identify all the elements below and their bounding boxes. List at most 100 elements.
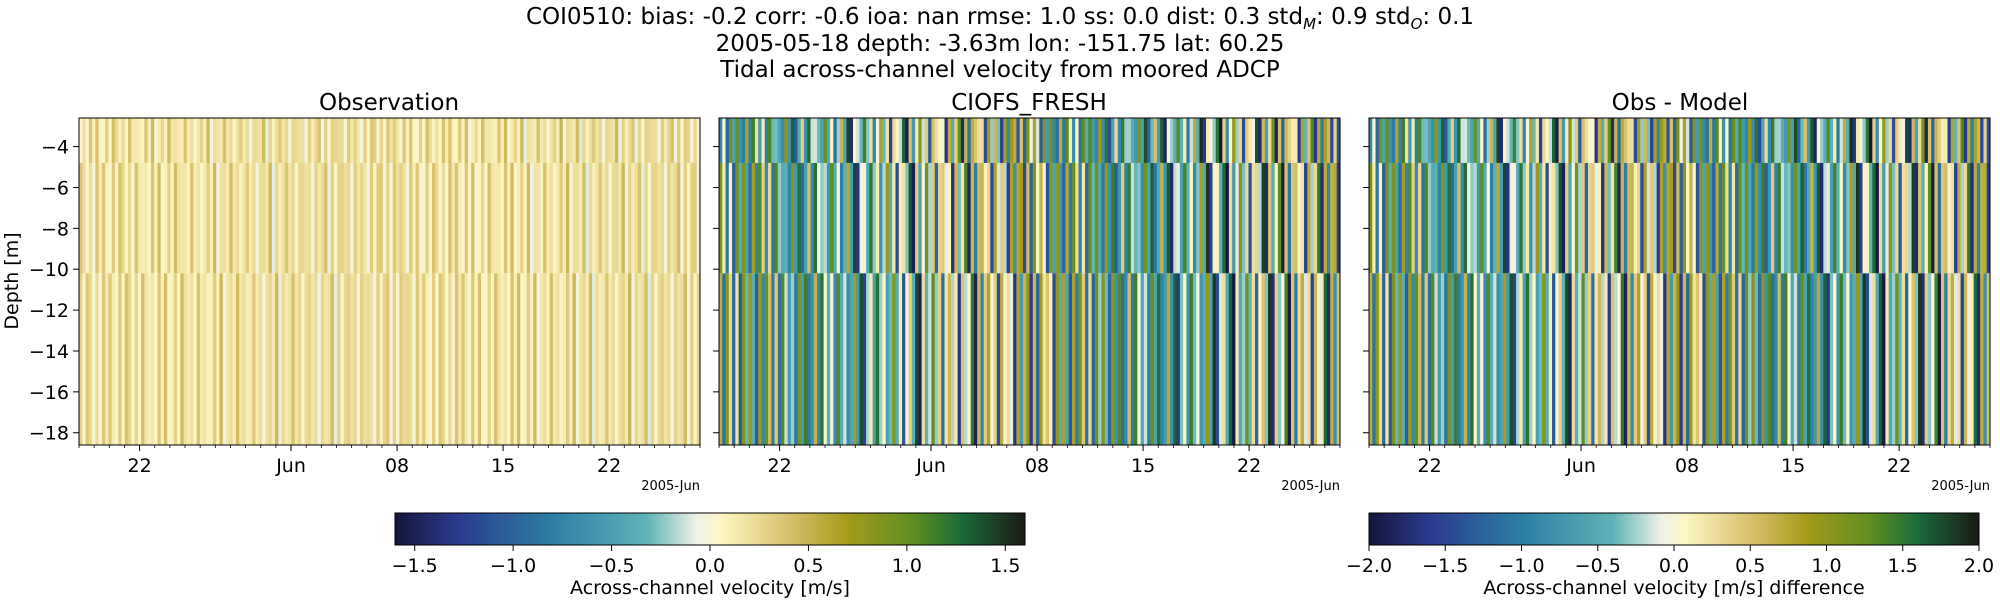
heatmap-cell	[618, 273, 622, 445]
heatmap-cell	[405, 273, 410, 445]
heatmap-cell	[431, 273, 436, 445]
heatmap-cell	[1659, 118, 1664, 163]
heatmap-cell	[186, 118, 191, 163]
heatmap-cell	[1238, 118, 1243, 163]
heatmap-cell	[327, 273, 332, 445]
heatmap-cell	[1601, 162, 1605, 274]
heatmap-cell	[1754, 162, 1759, 274]
heatmap-cell	[1473, 273, 1478, 445]
heatmap-cell	[134, 162, 139, 274]
heatmap-cell	[954, 162, 958, 274]
heatmap-cell	[725, 273, 730, 445]
heatmap-cell	[226, 162, 230, 274]
heatmap-cell	[363, 162, 368, 274]
heatmap-cell	[1336, 273, 1341, 445]
heatmap-cell	[898, 273, 903, 445]
heatmap-cell	[327, 118, 332, 163]
heatmap-cell	[1898, 118, 1903, 163]
heatmap-cell	[592, 273, 596, 445]
heatmap-cell	[1058, 273, 1063, 445]
heatmap-cell	[1718, 162, 1723, 274]
heatmap-cell	[376, 162, 381, 274]
heatmap-cell	[1754, 273, 1759, 445]
heatmap-cell	[1088, 273, 1092, 445]
heatmap-cell	[1156, 118, 1161, 163]
heatmap-cell	[376, 118, 381, 163]
heatmap-cell	[1476, 273, 1481, 445]
heatmap-cell	[732, 162, 736, 274]
heatmap-cell	[751, 273, 756, 445]
heatmap-cell	[1170, 273, 1174, 445]
heatmap-cell	[1173, 118, 1177, 163]
heatmap-cell	[1503, 162, 1507, 274]
heatmap-cell	[1980, 118, 1984, 163]
heatmap-cell	[105, 162, 109, 274]
heatmap-cell	[595, 162, 600, 274]
heatmap-cell	[918, 273, 923, 445]
heatmap-cell	[1806, 118, 1811, 163]
heatmap-cell	[1470, 118, 1474, 163]
heatmap-cell	[154, 162, 158, 274]
heatmap-cell	[1846, 118, 1850, 163]
heatmap-cell	[546, 273, 551, 445]
heatmap-cell	[879, 273, 883, 445]
heatmap-cell	[1307, 162, 1311, 274]
heatmap-cell	[111, 118, 116, 163]
heatmap-cell	[1735, 162, 1739, 274]
heatmap-cell	[807, 118, 811, 163]
heatmap-cell	[1797, 162, 1801, 274]
heatmap-cell	[1330, 273, 1334, 445]
heatmap-cell	[216, 162, 220, 274]
heatmap-cell	[235, 273, 240, 445]
heatmap-cell	[598, 273, 603, 445]
heatmap-cell	[144, 118, 149, 163]
heatmap-cell	[258, 118, 263, 163]
heatmap-cell	[1738, 162, 1742, 274]
heatmap-cell	[1545, 273, 1550, 445]
heatmap-cell	[1833, 162, 1837, 274]
heatmap-cell	[1075, 118, 1079, 163]
heatmap-cell	[487, 273, 492, 445]
heatmap-cell	[1829, 273, 1834, 445]
heatmap-cell	[1470, 162, 1474, 274]
heatmap-cell	[150, 162, 155, 274]
heatmap-cell	[1378, 162, 1383, 274]
heatmap-cell	[1630, 118, 1635, 163]
heatmap-cell	[412, 162, 417, 274]
heatmap-cell	[608, 273, 613, 445]
heatmap-cell	[1888, 118, 1893, 163]
heatmap-cell	[1705, 162, 1710, 274]
heatmap-cell	[1829, 162, 1834, 274]
heatmap-cell	[180, 118, 184, 163]
heatmap-cell	[582, 273, 587, 445]
heatmap-cell	[1699, 118, 1703, 163]
heatmap-cell	[615, 118, 619, 163]
heatmap-cell	[82, 162, 86, 274]
heatmap-cell	[1895, 118, 1899, 163]
heatmap-cell	[435, 273, 439, 445]
heatmap-cell	[1519, 162, 1524, 274]
heatmap-cell	[147, 162, 152, 274]
heatmap-cell	[1594, 118, 1599, 163]
heatmap-cell	[1065, 162, 1070, 274]
heatmap-cell	[826, 118, 831, 163]
heatmap-cell	[725, 162, 730, 274]
heatmap-cell	[1290, 162, 1295, 274]
heatmap-cell	[1584, 118, 1589, 163]
heatmap-cell	[902, 273, 906, 445]
heatmap-cell	[294, 118, 299, 163]
heatmap-cell	[1248, 273, 1253, 445]
heatmap-cell	[1019, 162, 1024, 274]
heatmap-cell	[677, 273, 681, 445]
heatmap-cell	[859, 273, 864, 445]
heatmap-cell	[95, 273, 100, 445]
heatmap-cell	[892, 162, 896, 274]
heatmap-cell	[621, 273, 626, 445]
heatmap-cell	[1810, 162, 1814, 274]
suptitle-line1: COI0510: bias: -0.2 corr: -0.6 ioa: nan …	[526, 4, 1474, 33]
heatmap-cell	[964, 162, 968, 274]
heatmap-cell	[278, 273, 283, 445]
heatmap-cell	[826, 273, 831, 445]
heatmap-cell	[1963, 162, 1968, 274]
heatmap-cell	[467, 118, 472, 163]
